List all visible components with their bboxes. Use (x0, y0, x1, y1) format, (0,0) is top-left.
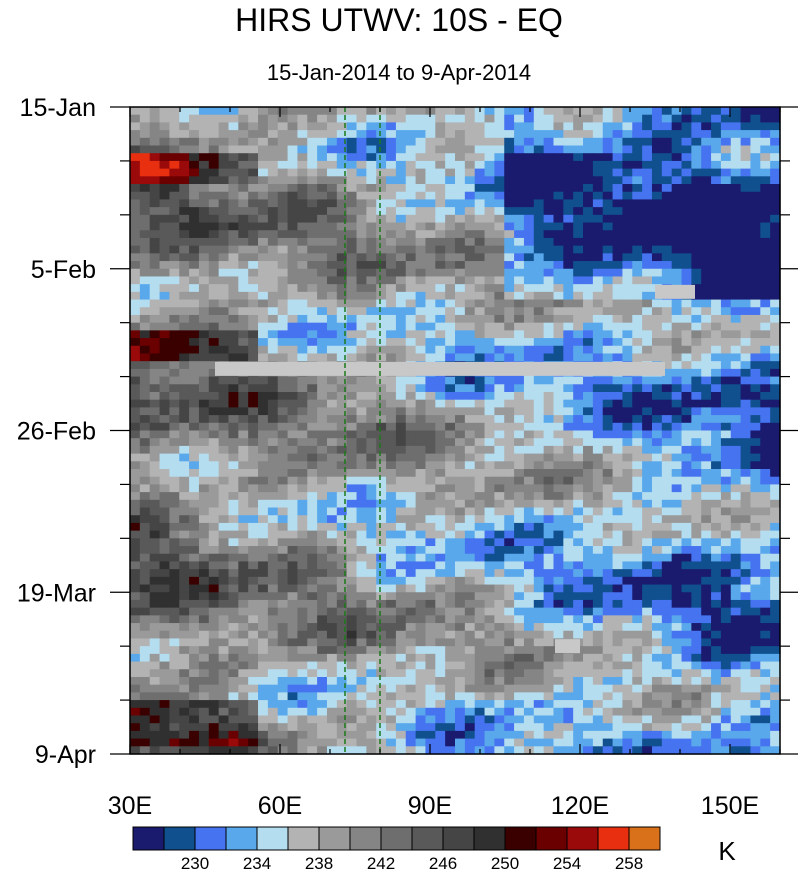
colorbar-swatch (411, 826, 444, 851)
chart-subtitle: 15-Jan-2014 to 9-Apr-2014 (266, 60, 532, 85)
colorbar-swatch (535, 826, 568, 851)
colorbar-unit-label: K (718, 836, 736, 866)
x-tick-label: 30E (108, 792, 152, 820)
colorbar-swatch (566, 826, 599, 851)
missing-region (655, 284, 695, 299)
colorbar-swatch (163, 826, 196, 851)
colorbar-swatch (194, 826, 227, 851)
colorbar-tick-label: 258 (615, 854, 643, 869)
missing-data-regions (215, 284, 695, 654)
chart-title: HIRS UTWV: 10S - EQ (235, 2, 563, 38)
colorbar-swatch (473, 826, 506, 851)
colorbar-tick-label: 246 (429, 854, 457, 869)
y-tick-label: 5-Feb (31, 256, 96, 284)
colorbar-swatch (504, 826, 537, 851)
colorbar-swatch (225, 826, 258, 851)
x-tick-label: 90E (408, 792, 452, 820)
x-tick-label: 120E (551, 792, 609, 820)
missing-region (555, 639, 580, 654)
colorbar-tick-label: 238 (305, 854, 333, 869)
colorbar-swatch (597, 826, 630, 851)
y-axis: 15-Jan 5-Feb 26-Feb 19-Mar 9-Apr (17, 94, 798, 769)
missing-region (215, 361, 665, 376)
colorbar-swatch (318, 826, 351, 851)
colorbar-swatch (349, 826, 382, 851)
x-tick-label: 60E (258, 792, 302, 820)
x-axis: 30E 60E 90E 120E 150E (108, 107, 781, 820)
colorbar-swatch (287, 826, 320, 851)
y-tick-label: 26-Feb (17, 418, 96, 446)
colorbar-swatch (380, 826, 413, 851)
colorbar-tick-label: 242 (367, 854, 395, 869)
y-tick-label: 9-Apr (35, 741, 96, 769)
y-tick-label: 15-Jan (20, 94, 96, 122)
colorbar-tick-label: 250 (491, 854, 519, 869)
x-tick-label: 150E (701, 792, 759, 820)
colorbar-tick-label: 230 (181, 854, 209, 869)
colorbar: 230 234 238 242 246 250 254 258 (132, 826, 661, 869)
reference-lines (344, 107, 381, 754)
colorbar-tick-label: 254 (553, 854, 581, 869)
y-tick-label: 19-Mar (17, 579, 96, 607)
colorbar-tick-label: 234 (243, 854, 271, 869)
colorbar-swatch (132, 826, 165, 851)
colorbar-swatch (628, 826, 661, 851)
colorbar-swatch (442, 826, 475, 851)
contour-field (130, 107, 781, 755)
colorbar-swatch (256, 826, 289, 851)
